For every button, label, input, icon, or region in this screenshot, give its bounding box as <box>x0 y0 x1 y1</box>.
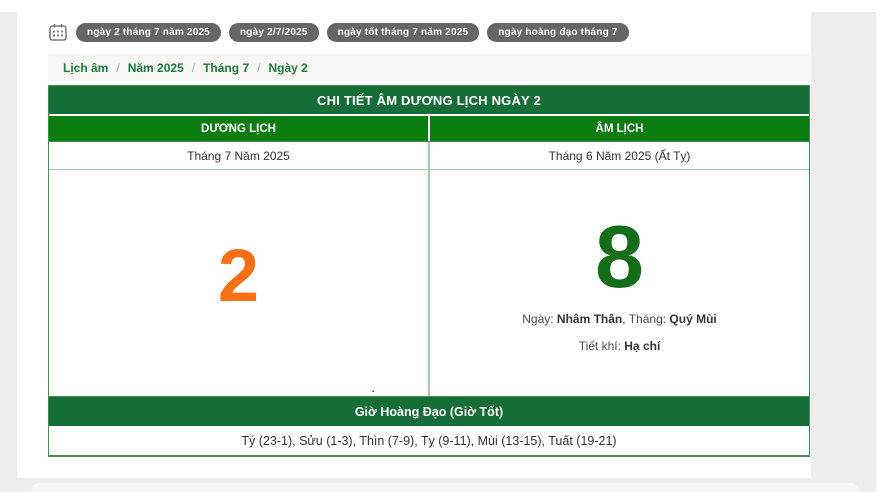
lunar-day-cell: 8 Ngày: Nhâm Thân, Tháng: Quý Mùi Tiết k… <box>430 170 809 396</box>
solar-day-number: 2 <box>217 234 260 317</box>
tag-pill[interactable]: ngày 2/7/2025 <box>228 22 319 42</box>
solar-column-header: DƯƠNG LỊCH <box>49 116 428 141</box>
lunar-month-label: Tháng 6 Năm 2025 (Ất Tỵ) <box>548 148 691 163</box>
detail-table-title: CHI TIẾT ÂM DƯƠNG LỊCH NGÀY 2 <box>49 86 809 116</box>
page-top-strip <box>0 0 887 12</box>
month-row: Tháng 7 Năm 2025 Tháng 6 Năm 2025 (Ất Tỵ… <box>49 141 809 170</box>
breadcrumb: Lịch âm / Năm 2025 / Tháng 7 / Ngày 2 <box>48 54 810 81</box>
breadcrumb-link-nam[interactable]: Năm 2025 <box>127 60 184 75</box>
breadcrumb-separator: / <box>191 60 196 75</box>
breadcrumb-link-thang[interactable]: Tháng 7 <box>203 60 250 75</box>
day-canchi: Nhâm Thân <box>556 312 623 326</box>
tietkhi-label: Tiết khí: <box>578 339 625 353</box>
month-label: , Tháng: <box>622 312 670 326</box>
tag-pill[interactable]: ngày tốt tháng 7 năm 2025 <box>326 22 480 42</box>
calendar-icon <box>49 24 67 41</box>
solar-month-label: Tháng 7 Năm 2025 <box>49 142 430 169</box>
column-headers-row: DƯƠNG LỊCH ÂM LỊCH <box>49 116 809 141</box>
tags-row: ngày 2 tháng 7 năm 2025 ngày 2/7/2025 ng… <box>48 22 629 42</box>
page-right-strip <box>876 0 887 492</box>
lunar-canchi-line: Ngày: Nhâm Thân, Tháng: Quý Mùi <box>522 312 717 326</box>
day-detail-row: 2 . 8 Ngày: Nhâm Thân, Tháng: Quý Mùi Ti… <box>49 170 809 396</box>
next-section-panel <box>31 483 859 492</box>
tietkhi-line: Tiết khí: Hạ chí <box>579 339 661 353</box>
solar-day-cell: 2 . <box>49 170 430 396</box>
breadcrumb-separator: / <box>116 60 120 75</box>
month-canchi: Quý Mùi <box>669 312 717 326</box>
detail-table: CHI TIẾT ÂM DƯƠNG LỊCH NGÀY 2 DƯƠNG LỊCH… <box>48 85 810 457</box>
breadcrumb-separator: / <box>257 60 261 75</box>
hoang-dao-header: Giờ Hoàng Đạo (Giờ Tốt) <box>49 396 809 426</box>
tag-pill[interactable]: ngày hoàng đạo tháng 7 <box>487 22 629 42</box>
tietkhi-value: Hạ chí <box>624 339 661 353</box>
breadcrumb-link-ngay[interactable]: Ngày 2 <box>268 60 308 75</box>
lunar-column-header: ÂM LỊCH <box>430 116 809 141</box>
content-card: ngày 2 tháng 7 năm 2025 ngày 2/7/2025 ng… <box>17 12 811 478</box>
lunar-day-number: 8 <box>595 207 644 306</box>
breadcrumb-link-lich-am[interactable]: Lịch âm <box>63 60 109 75</box>
day-label: Ngày: <box>522 312 557 326</box>
hoang-dao-hours: Tý (23-1), Sửu (1-3), Thìn (7-9), Tỵ (9-… <box>241 433 617 448</box>
tag-pill[interactable]: ngày 2 tháng 7 năm 2025 <box>76 22 221 42</box>
stray-dot: . <box>371 380 375 395</box>
